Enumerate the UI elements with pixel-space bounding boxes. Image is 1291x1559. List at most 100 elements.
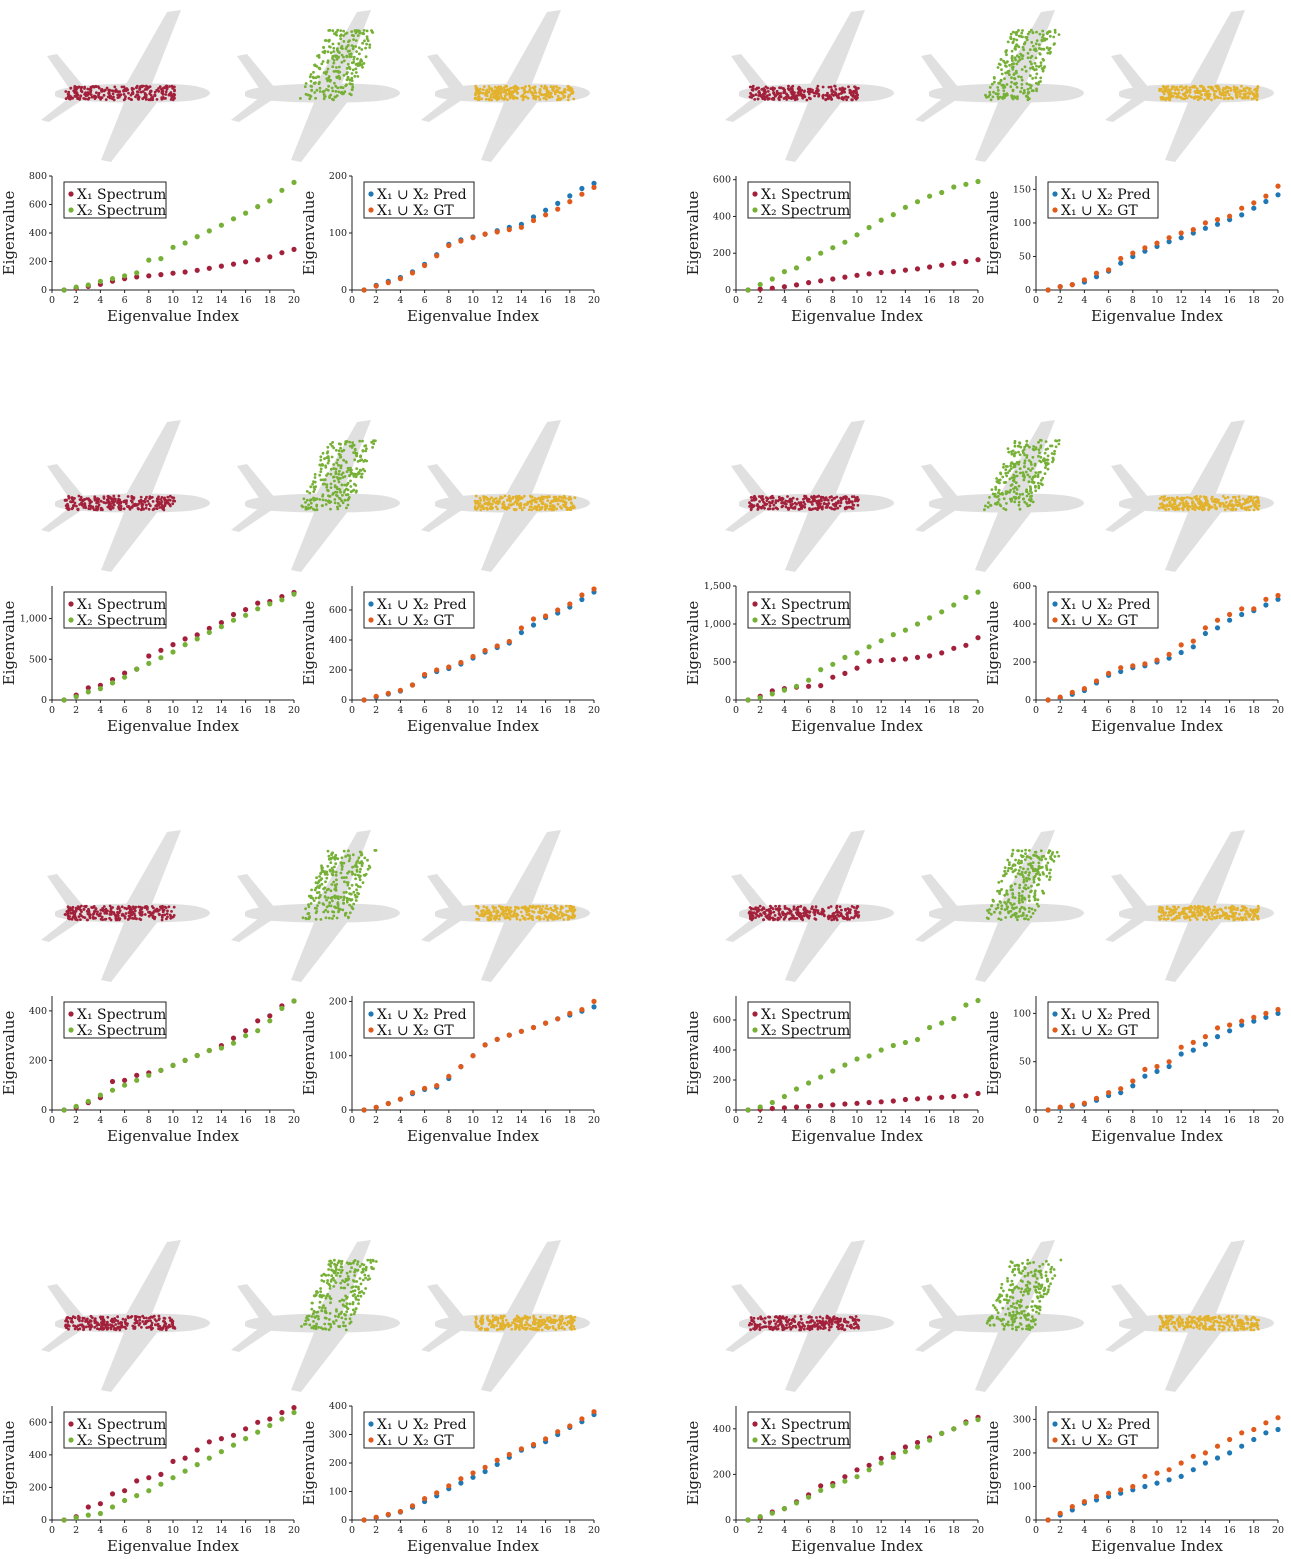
- x-tick-label: 14: [515, 1525, 527, 1536]
- y-axis-label: Eigenvalue: [684, 601, 702, 686]
- data-point: [1057, 1104, 1063, 1110]
- x-tick-label: 16: [1224, 1115, 1236, 1126]
- data-point: [818, 1487, 824, 1493]
- x-tick-label: 12: [191, 705, 203, 716]
- data-point: [255, 1028, 261, 1034]
- data-point: [830, 245, 836, 251]
- data-point: [482, 231, 488, 237]
- y-axis-label: Eigenvalue: [0, 1421, 18, 1506]
- legend-label: X₁ ∪ X₂ GT: [377, 1023, 454, 1039]
- data-point: [830, 1483, 836, 1489]
- legend-label: X₁ ∪ X₂ Pred: [377, 187, 467, 203]
- data-point: [422, 262, 428, 269]
- x-tick-label: 0: [733, 1115, 739, 1126]
- x-tick-label: 4: [1081, 295, 1087, 306]
- data-point: [806, 1103, 812, 1109]
- data-point: [914, 1036, 921, 1043]
- airplane-point-cloud: [421, 420, 590, 572]
- data-point: [781, 1105, 788, 1111]
- data-point: [591, 180, 597, 186]
- y-tick-label: 0: [725, 695, 731, 706]
- x-tick-label: 18: [948, 705, 960, 716]
- data-point: [1106, 1490, 1112, 1496]
- data-point: [842, 1478, 848, 1484]
- legend-label: X₁ Spectrum: [77, 597, 166, 613]
- data-point: [781, 687, 788, 693]
- data-point: [255, 600, 261, 606]
- x-tick-label: 18: [564, 295, 576, 306]
- data-point: [793, 282, 800, 288]
- x-tick-label: 4: [1081, 705, 1087, 716]
- x-tick-label: 8: [1130, 1115, 1136, 1126]
- x-tick-label: 14: [1199, 1525, 1211, 1536]
- y-tick-label: 200: [713, 1075, 731, 1086]
- legend-label: X₂ Spectrum: [761, 613, 850, 629]
- x-tick-label: 10: [467, 295, 479, 306]
- data-point: [963, 1093, 969, 1099]
- y-tick-label: 0: [41, 1105, 47, 1116]
- data-point: [470, 235, 476, 241]
- y-tick-label: 1,000: [20, 614, 47, 625]
- highlighted-segment: [1158, 1314, 1260, 1332]
- data-point: [194, 234, 200, 240]
- x-tick-label: 18: [564, 1525, 576, 1536]
- data-point: [1142, 1473, 1148, 1479]
- data-point: [1154, 1068, 1160, 1074]
- data-point: [470, 1470, 476, 1476]
- data-point: [1166, 655, 1172, 661]
- legend-marker: [1052, 191, 1058, 197]
- y-axis-label: Eigenvalue: [300, 1421, 318, 1506]
- data-point: [1227, 213, 1233, 219]
- data-point: [745, 697, 751, 703]
- data-point: [530, 1024, 537, 1031]
- data-point: [134, 1493, 140, 1499]
- x-tick-label: 10: [167, 705, 179, 716]
- x-tick-label: 18: [1248, 1525, 1260, 1536]
- x-tick-label: 20: [588, 705, 600, 716]
- x-tick-label: 0: [49, 705, 55, 716]
- data-point: [842, 1062, 848, 1068]
- y-tick-label: 0: [341, 695, 347, 706]
- x-tick-label: 0: [733, 295, 739, 306]
- x-tick-label: 20: [972, 295, 984, 306]
- data-point: [218, 1045, 224, 1051]
- data-point: [134, 270, 140, 276]
- legend-marker: [752, 1011, 758, 1017]
- y-tick-label: 400: [329, 635, 347, 646]
- data-point: [230, 1442, 237, 1448]
- data-point: [902, 267, 909, 273]
- data-point: [914, 1439, 921, 1446]
- data-point: [878, 1099, 884, 1105]
- data-point: [963, 181, 969, 187]
- y-tick-label: 500: [713, 657, 731, 668]
- data-point: [793, 1086, 800, 1092]
- airplane-body: [41, 420, 210, 572]
- data-point: [781, 284, 788, 290]
- y-tick-label: 200: [329, 996, 347, 1007]
- data-point: [458, 238, 464, 244]
- data-point: [1263, 198, 1269, 205]
- data-point: [194, 1462, 200, 1468]
- data-point: [567, 1423, 573, 1429]
- data-point: [757, 695, 763, 701]
- x-tick-label: 16: [924, 295, 936, 306]
- data-point: [182, 636, 188, 642]
- data-point: [939, 1430, 945, 1436]
- data-point: [109, 1504, 116, 1510]
- data-point: [85, 282, 91, 288]
- data-point: [1166, 651, 1172, 658]
- data-point: [446, 664, 452, 670]
- data-point: [1263, 596, 1269, 602]
- data-point: [182, 1468, 188, 1474]
- data-point: [878, 217, 884, 223]
- y-tick-label: 200: [1013, 657, 1031, 668]
- x-tick-label: 8: [1130, 1525, 1136, 1536]
- data-point: [890, 1098, 896, 1104]
- data-point: [267, 1416, 273, 1422]
- x-tick-label: 14: [899, 1115, 911, 1126]
- data-point: [482, 1468, 488, 1475]
